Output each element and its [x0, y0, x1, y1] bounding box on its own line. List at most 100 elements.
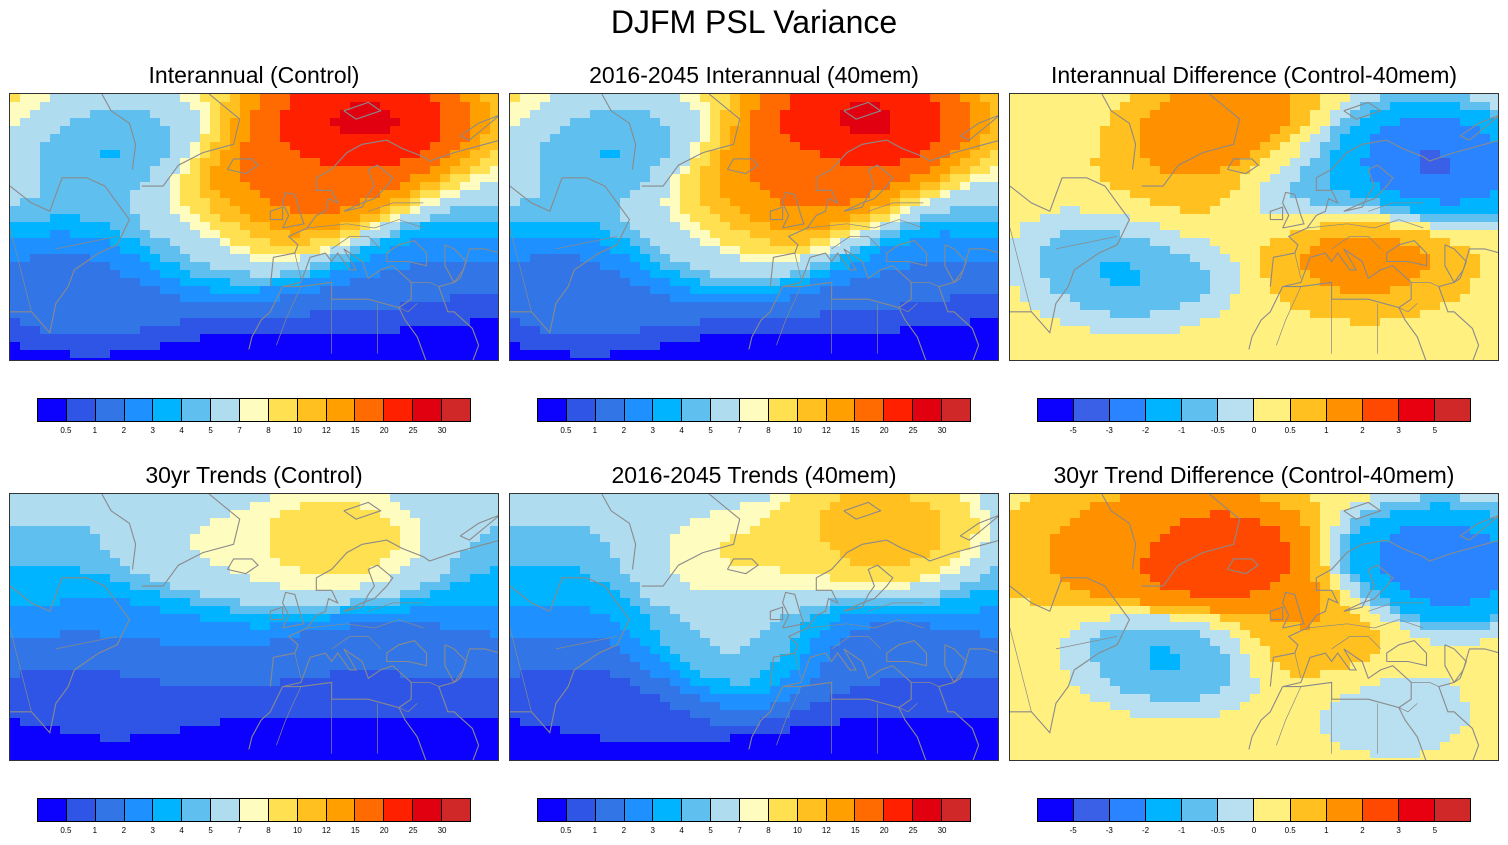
contour-cell [110, 238, 121, 247]
contour-cell [60, 350, 71, 359]
contour-cell [900, 358, 911, 360]
contour-cell [170, 214, 181, 223]
contour-cell [800, 198, 811, 207]
contour-cell [330, 190, 341, 199]
contour-cell [1270, 158, 1281, 167]
contour-cell [890, 126, 901, 135]
contour-cell [1210, 126, 1221, 135]
contour-cell [810, 350, 821, 359]
contour-cell [850, 166, 861, 175]
contour-cell [550, 326, 561, 335]
contour-cell [190, 262, 201, 271]
contour-cell [960, 206, 971, 215]
contour-cell [650, 142, 661, 151]
contour-cell [700, 174, 711, 183]
contour-cell [870, 326, 881, 335]
contour-cell [1010, 206, 1021, 215]
contour-cell [10, 334, 21, 343]
contour-cell [360, 126, 371, 135]
contour-cell [1040, 246, 1051, 255]
contour-cell [1410, 286, 1421, 295]
contour-cell [770, 334, 781, 343]
contour-cell [330, 94, 341, 103]
contour-cell [660, 222, 671, 231]
contour-cell [810, 174, 821, 183]
contour-cell [10, 310, 21, 319]
contour-cell [490, 294, 498, 303]
contour-cell [390, 182, 401, 191]
contour-cell [1430, 270, 1441, 279]
contour-cell [450, 262, 461, 271]
colorbar: 0.5 1 2 3 4 5 7 8 10 12 15 20 25 30 [537, 398, 971, 435]
contour-cell [970, 238, 981, 247]
contour-cell [1390, 318, 1401, 327]
contour-cell [750, 270, 761, 279]
contour-cell [130, 214, 141, 223]
contour-cell [140, 126, 151, 135]
contour-cell [400, 302, 411, 311]
contour-cell [1190, 94, 1201, 103]
contour-cell [1180, 270, 1191, 279]
contour-cell [620, 198, 631, 207]
contour-cell [430, 126, 441, 135]
contour-cell [770, 126, 781, 135]
contour-cell [910, 142, 921, 151]
contour-cell [1030, 174, 1041, 183]
contour-cell [1410, 134, 1421, 143]
contour-cell [1030, 342, 1041, 351]
contour-cell [390, 358, 401, 360]
contour-cell [830, 150, 841, 159]
contour-cell [690, 110, 701, 119]
contour-cell [1070, 254, 1081, 263]
contour-cell [780, 142, 791, 151]
contour-cell [290, 134, 301, 143]
contour-cell [180, 142, 191, 151]
contour-cell [110, 350, 121, 359]
contour-cell [950, 110, 961, 119]
contour-cell [330, 246, 341, 255]
contour-cell [910, 94, 921, 103]
contour-cell [1430, 126, 1441, 135]
contour-cell [690, 326, 701, 335]
contour-cell [60, 102, 71, 111]
contour-cell [1250, 118, 1261, 127]
contour-cell [800, 326, 811, 335]
contour-cell [1350, 238, 1361, 247]
contour-cell [520, 318, 531, 327]
contour-cell [880, 254, 891, 263]
contour-cell [1320, 278, 1331, 287]
contour-cell [60, 326, 71, 335]
contour-cell [860, 150, 871, 159]
contour-cell [1090, 206, 1101, 215]
contour-cell [200, 150, 211, 159]
contour-cell [960, 182, 971, 191]
contour-cell [120, 94, 131, 103]
contour-cell [610, 246, 621, 255]
contour-cell [710, 142, 721, 151]
contour-cell [720, 350, 731, 359]
contour-cell [750, 102, 761, 111]
contour-cell [100, 118, 111, 127]
contour-cell [570, 334, 581, 343]
contour-cell [850, 342, 861, 351]
contour-cell [1040, 166, 1051, 175]
contour-cell [560, 342, 571, 351]
contour-cell [890, 358, 901, 360]
contour-cell [100, 278, 111, 287]
contour-cell [740, 94, 751, 103]
contour-cell [200, 246, 211, 255]
contour-cell [100, 102, 111, 111]
contour-cell [270, 198, 281, 207]
contour-cell [1270, 134, 1281, 143]
contour-cell [1320, 294, 1331, 303]
contour-cell [540, 182, 551, 191]
contour-cell [110, 150, 121, 159]
contour-cell [1330, 294, 1341, 303]
contour-cell [1370, 246, 1381, 255]
contour-cell [760, 182, 771, 191]
contour-cell [990, 262, 998, 271]
contour-cell [1130, 302, 1141, 311]
contour-cell [980, 142, 991, 151]
contour-cell [530, 278, 541, 287]
contour-cell [1150, 134, 1161, 143]
